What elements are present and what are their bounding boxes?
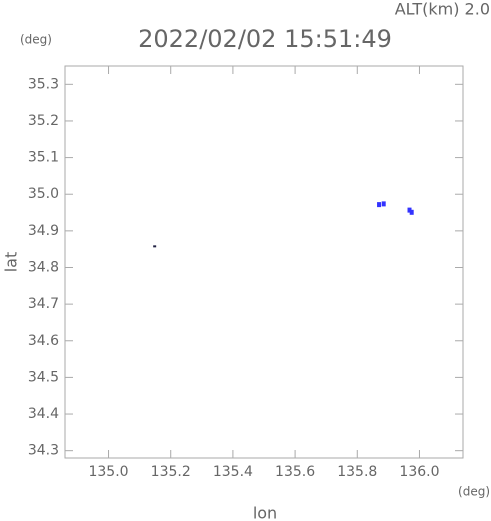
x-unit: (deg) [458, 485, 490, 499]
y-tick-label: 35.0 [28, 186, 59, 202]
y-tick-label: 34.3 [28, 443, 59, 459]
x-axis-label: lon [253, 504, 277, 521]
y-tick-label: 34.4 [28, 406, 59, 422]
x-tick-label: 135.6 [275, 464, 315, 480]
point [153, 245, 157, 248]
y-unit: (deg) [20, 33, 52, 47]
y-tick-label: 34.9 [28, 223, 59, 239]
x-tick-label: 136.0 [399, 464, 439, 480]
y-tick-label: 34.8 [28, 259, 59, 275]
y-tick-label: 35.3 [28, 76, 59, 92]
y-tick-label: 35.1 [28, 150, 59, 166]
subtitle: ALT(km) 2.0 [395, 0, 490, 19]
point [381, 201, 386, 207]
x-tick-label: 135.8 [337, 464, 377, 480]
point [409, 209, 414, 215]
x-tick-label: 135.4 [213, 464, 253, 480]
x-tick-label: 135.0 [88, 464, 128, 480]
y-axis-label: lat [2, 252, 21, 273]
point [377, 202, 382, 208]
y-tick-label: 34.6 [28, 333, 59, 349]
chart-title: 2022/02/02 15:51:49 [138, 25, 392, 53]
x-tick-label: 135.2 [151, 464, 191, 480]
y-tick-label: 35.2 [28, 113, 59, 129]
y-tick-label: 34.7 [28, 296, 59, 312]
plot-frame [64, 65, 464, 459]
y-tick-label: 34.5 [28, 369, 59, 385]
point [407, 207, 412, 213]
